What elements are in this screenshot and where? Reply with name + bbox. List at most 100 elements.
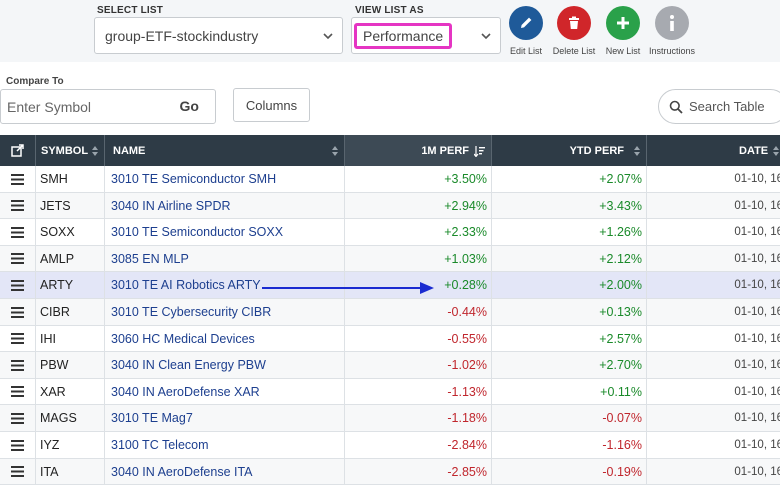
- row-name[interactable]: 3060 HC Medical Devices: [105, 325, 345, 352]
- plus-icon: [606, 6, 640, 40]
- chevron-down-icon: [481, 33, 491, 40]
- row-menu-icon[interactable]: [0, 458, 36, 485]
- view-list-dropdown[interactable]: Performance: [351, 17, 501, 54]
- row-symbol[interactable]: MAGS: [36, 405, 105, 432]
- row-1m-perf: -0.44%: [345, 299, 492, 325]
- row-ytd-perf: -0.19%: [492, 458, 647, 485]
- row-date: 01-10, 16:00: [647, 432, 780, 458]
- row-menu-icon[interactable]: [0, 405, 36, 432]
- pencil-icon: [509, 6, 543, 40]
- row-name[interactable]: 3010 TE Cybersecurity CIBR: [105, 299, 345, 325]
- row-menu-icon[interactable]: [0, 219, 36, 246]
- column-header-1m-perf[interactable]: 1M PERF: [345, 135, 492, 166]
- trash-icon: [557, 6, 591, 40]
- table-row[interactable]: SOXX 3010 TE Semiconductor SOXX +2.33% +1.2…: [0, 219, 780, 246]
- row-symbol[interactable]: CIBR: [36, 299, 105, 325]
- row-date: 01-10, 16:00: [647, 405, 780, 431]
- instructions-button[interactable]: Instructions: [644, 6, 700, 56]
- row-name[interactable]: 3085 EN MLP: [105, 245, 345, 272]
- sort-icon: [634, 146, 640, 156]
- row-ytd-perf: +2.00%: [492, 272, 647, 299]
- sort-icon: [332, 146, 338, 156]
- open-external-icon[interactable]: [0, 135, 36, 166]
- row-name[interactable]: 3040 IN Airline SPDR: [105, 192, 345, 219]
- row-menu-icon[interactable]: [0, 299, 36, 325]
- select-list-dropdown[interactable]: group-ETF-stockindustry: [94, 17, 343, 54]
- table-row[interactable]: IHI 3060 HC Medical Devices -0.55% +2.57% 01…: [0, 325, 780, 353]
- row-symbol[interactable]: IYZ: [36, 432, 105, 458]
- table-row[interactable]: ITA 3040 IN AeroDefense ITA -2.85% -0.19% 01…: [0, 458, 780, 486]
- row-date: 01-10, 16:00: [647, 459, 780, 485]
- sort-icon: [92, 146, 98, 156]
- row-symbol[interactable]: JETS: [36, 192, 105, 219]
- column-header-ytd-perf-label: YTD PERF: [569, 144, 624, 157]
- go-button[interactable]: Go: [179, 98, 199, 114]
- row-name[interactable]: 3040 IN AeroDefense ITA: [105, 458, 345, 485]
- sort-descending-icon: [474, 146, 485, 157]
- row-1m-perf: +3.50%: [345, 166, 492, 192]
- row-date: 01-10, 16:00: [647, 246, 780, 272]
- table-row[interactable]: ARTY 3010 TE AI Robotics ARTY +0.28% +2.00%…: [0, 272, 780, 299]
- row-symbol[interactable]: AMLP: [36, 245, 105, 272]
- columns-button[interactable]: Columns: [233, 88, 310, 122]
- search-table-input[interactable]: Search Table: [658, 89, 780, 124]
- row-menu-icon[interactable]: [0, 245, 36, 272]
- compare-symbol-input[interactable]: [7, 97, 157, 117]
- sort-icon: [773, 145, 780, 156]
- row-name[interactable]: 3010 TE Mag7: [105, 405, 345, 432]
- row-symbol[interactable]: SMH: [36, 166, 105, 192]
- column-header-name[interactable]: NAME: [105, 135, 345, 166]
- table-row[interactable]: JETS 3040 IN Airline SPDR +2.94% +3.43% 01-1…: [0, 192, 780, 220]
- edit-list-label: Edit List: [509, 46, 542, 56]
- view-list-value: Performance: [354, 22, 453, 49]
- row-1m-perf: -2.85%: [345, 458, 492, 485]
- row-date: 01-10, 16:00: [647, 219, 780, 245]
- row-date: 01-10, 16:00: [647, 299, 780, 325]
- row-symbol[interactable]: IHI: [36, 325, 105, 352]
- row-1m-perf: -1.18%: [345, 405, 492, 432]
- row-date: 01-10, 16:00: [647, 193, 780, 219]
- column-header-symbol[interactable]: SYMBOL: [36, 135, 105, 166]
- row-name[interactable]: 3010 TE Semiconductor SOXX: [105, 219, 345, 246]
- table-row[interactable]: XAR 3040 IN AeroDefense XAR -1.13% +0.11% 01…: [0, 378, 780, 406]
- row-1m-perf: -1.13%: [345, 378, 492, 405]
- row-symbol[interactable]: SOXX: [36, 219, 105, 246]
- chevron-down-icon: [323, 33, 333, 40]
- column-header-ytd-perf[interactable]: YTD PERF: [492, 135, 647, 166]
- table-row[interactable]: PBW 3040 IN Clean Energy PBW -1.02% +2.70% 0…: [0, 352, 780, 379]
- row-ytd-perf: -0.07%: [492, 405, 647, 432]
- row-ytd-perf: +2.07%: [492, 166, 647, 192]
- row-1m-perf: +2.94%: [345, 192, 492, 219]
- row-menu-icon[interactable]: [0, 192, 36, 219]
- row-menu-icon[interactable]: [0, 432, 36, 458]
- row-name[interactable]: 3100 TC Telecom: [105, 432, 345, 458]
- row-menu-icon[interactable]: [0, 352, 36, 379]
- row-name[interactable]: 3010 TE AI Robotics ARTY: [105, 272, 345, 299]
- row-symbol[interactable]: PBW: [36, 352, 105, 379]
- delete-list-button[interactable]: Delete List: [546, 6, 602, 56]
- row-menu-icon[interactable]: [0, 378, 36, 405]
- row-symbol[interactable]: ARTY: [36, 272, 105, 299]
- table-row[interactable]: CIBR 3010 TE Cybersecurity CIBR -0.44% +0.1…: [0, 299, 780, 326]
- row-date: 01-10, 16:00: [647, 166, 780, 192]
- row-menu-icon[interactable]: [0, 166, 36, 192]
- column-header-date[interactable]: DATE: [647, 135, 780, 166]
- delete-list-label: Delete List: [552, 46, 596, 56]
- table-row[interactable]: SMH 3010 TE Semiconductor SMH +3.50% +2.07%…: [0, 166, 780, 193]
- row-symbol[interactable]: ITA: [36, 458, 105, 485]
- instructions-label: Instructions: [648, 46, 696, 56]
- row-menu-icon[interactable]: [0, 272, 36, 299]
- edit-list-button[interactable]: Edit List: [498, 6, 554, 56]
- new-list-button[interactable]: New List: [595, 6, 651, 56]
- select-list-value: group-ETF-stockindustry: [105, 27, 259, 44]
- row-menu-icon[interactable]: [0, 325, 36, 352]
- row-name[interactable]: 3040 IN AeroDefense XAR: [105, 378, 345, 405]
- row-name[interactable]: 3010 TE Semiconductor SMH: [105, 166, 345, 192]
- column-header-name-label: NAME: [113, 144, 146, 157]
- row-name[interactable]: 3040 IN Clean Energy PBW: [105, 352, 345, 379]
- row-date: 01-10, 16:00: [647, 272, 780, 298]
- row-symbol[interactable]: XAR: [36, 378, 105, 405]
